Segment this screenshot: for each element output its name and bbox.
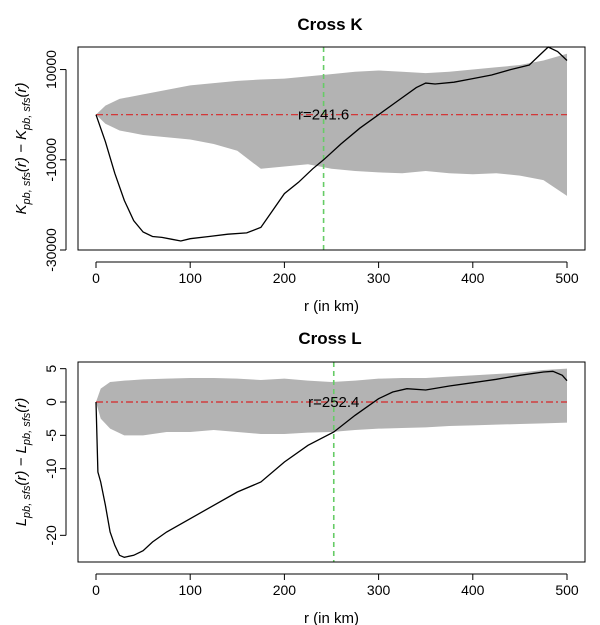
- x-tick-label: 400: [461, 270, 485, 286]
- x-tick-label: 200: [273, 270, 297, 286]
- y-tick-label: -20: [43, 525, 59, 545]
- x-axis-label: r (in km): [304, 298, 359, 315]
- observed-line: [95, 370, 568, 558]
- y-tick-label: 10000: [43, 50, 59, 89]
- plot-frame: [77, 361, 586, 563]
- x-tick-label: 500: [555, 582, 579, 598]
- panel-title: Cross K: [297, 15, 363, 34]
- x-tick-label: 100: [179, 582, 203, 598]
- y-axis-label: Kpb, sfs(r) − Kpb, sfs(r): [13, 83, 33, 215]
- y-tick-label: -10: [43, 458, 59, 478]
- x-tick-label: 400: [461, 582, 485, 598]
- x-tick-label: 300: [367, 582, 391, 598]
- observed-line: [95, 46, 568, 242]
- cross-l-panel: Cross L r=252.4 0 100 200 300 400 500 5 0 -5 -10 -…: [13, 329, 586, 625]
- y-axis-label: Lpb, sfs(r) − Lpb, sfs(r): [13, 398, 33, 527]
- threshold-annotation: r=252.4: [308, 394, 359, 411]
- x-tick-label: 0: [92, 270, 100, 286]
- x-tick-label: 0: [92, 582, 100, 598]
- simulation-envelope: [96, 53, 567, 196]
- x-tick-label: 500: [555, 270, 579, 286]
- y-tick-label: -30000: [43, 228, 59, 272]
- threshold-annotation: r=241.6: [298, 107, 349, 124]
- y-tick-label: -10000: [43, 138, 59, 182]
- x-axis-label: r (in km): [304, 610, 359, 625]
- y-tick-label: 0: [43, 398, 59, 406]
- x-tick-label: 300: [367, 270, 391, 286]
- x-tick-label: 200: [273, 582, 297, 598]
- plot-frame: [77, 46, 586, 251]
- y-tick-label: -5: [43, 429, 59, 442]
- cross-k-panel: Cross K r=241.6 0 100 200 300 400 500 10000 -10…: [13, 15, 586, 315]
- x-tick-label: 100: [179, 270, 203, 286]
- panel-title: Cross L: [298, 329, 361, 348]
- y-tick-label: 5: [43, 365, 59, 373]
